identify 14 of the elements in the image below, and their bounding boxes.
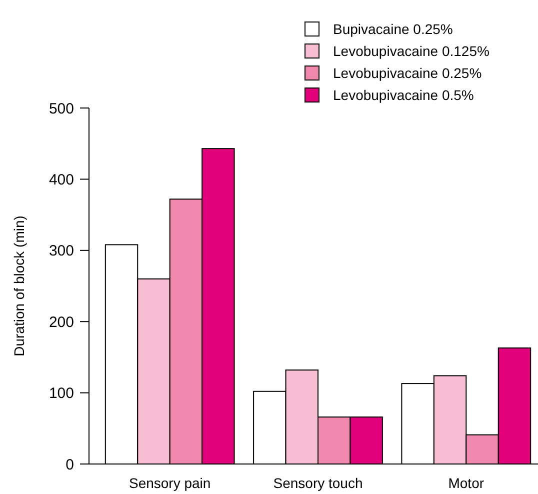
y-tick-label: 100 (48, 385, 74, 402)
legend-label: Levobupivacaine 0.25% (333, 64, 482, 81)
legend-label: Levobupivacaine 0.5% (333, 86, 474, 103)
x-tick-label: Sensory pain (128, 475, 211, 491)
legend-label: Bupivacaine 0.25% (333, 20, 453, 37)
legend-label: Levobupivacaine 0.125% (333, 42, 490, 59)
x-tick-label: Sensory touch (273, 475, 363, 491)
y-tick-label: 400 (48, 171, 74, 188)
y-tick-label: 300 (48, 242, 74, 260)
y-tick-label: 0 (66, 456, 74, 474)
x-tick-label: Motor (448, 475, 484, 491)
y-tick-label: 200 (48, 314, 74, 331)
y-tick-label: 500 (48, 100, 74, 118)
y-axis-title: Duration of block (min) (11, 216, 27, 356)
